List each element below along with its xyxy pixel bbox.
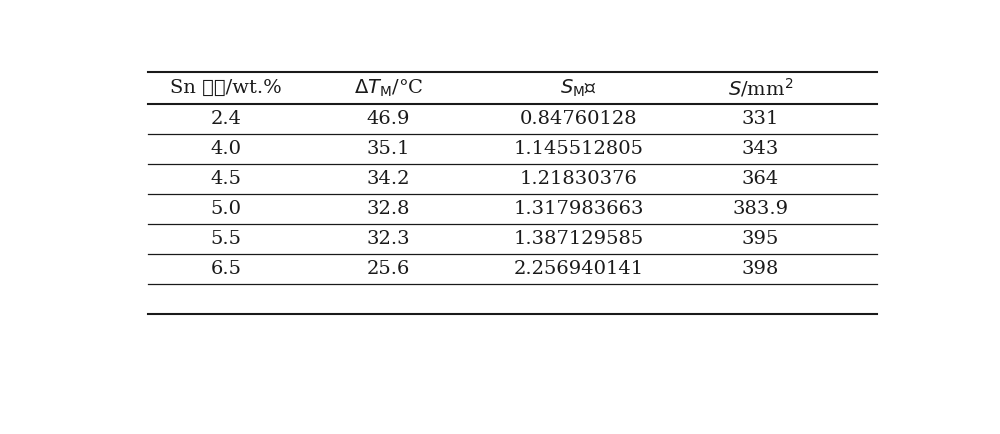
Text: 343: 343 bbox=[742, 140, 779, 158]
Text: $S_{\mathrm{M}}$值: $S_{\mathrm{M}}$值 bbox=[560, 77, 597, 99]
Text: 331: 331 bbox=[742, 110, 779, 128]
Text: 35.1: 35.1 bbox=[367, 140, 410, 158]
Text: 32.3: 32.3 bbox=[367, 230, 410, 248]
Text: 1.387129585: 1.387129585 bbox=[513, 230, 644, 248]
Text: $S$/mm$^{2}$: $S$/mm$^{2}$ bbox=[728, 76, 793, 99]
Text: 364: 364 bbox=[742, 170, 779, 188]
Text: 1.317983663: 1.317983663 bbox=[513, 200, 644, 218]
Text: 383.9: 383.9 bbox=[732, 200, 789, 218]
Text: 395: 395 bbox=[742, 230, 779, 248]
Text: 4.5: 4.5 bbox=[210, 170, 241, 188]
Text: 1.21830376: 1.21830376 bbox=[519, 170, 637, 188]
Text: 4.0: 4.0 bbox=[210, 140, 241, 158]
Text: 32.8: 32.8 bbox=[367, 200, 410, 218]
Text: 0.84760128: 0.84760128 bbox=[520, 110, 637, 128]
Text: 2.256940141: 2.256940141 bbox=[513, 260, 643, 278]
Text: 5.5: 5.5 bbox=[210, 230, 241, 248]
Text: 2.4: 2.4 bbox=[210, 110, 241, 128]
Text: 34.2: 34.2 bbox=[367, 170, 410, 188]
Text: 25.6: 25.6 bbox=[367, 260, 410, 278]
Text: 5.0: 5.0 bbox=[210, 200, 241, 218]
Text: Sn 含量/wt.%: Sn 含量/wt.% bbox=[170, 79, 282, 97]
Text: 398: 398 bbox=[742, 260, 779, 278]
Text: $\Delta T_{\mathrm{M}}$/°C: $\Delta T_{\mathrm{M}}$/°C bbox=[354, 77, 423, 99]
Text: 46.9: 46.9 bbox=[367, 110, 410, 128]
Text: 6.5: 6.5 bbox=[210, 260, 241, 278]
Text: 1.145512805: 1.145512805 bbox=[513, 140, 643, 158]
